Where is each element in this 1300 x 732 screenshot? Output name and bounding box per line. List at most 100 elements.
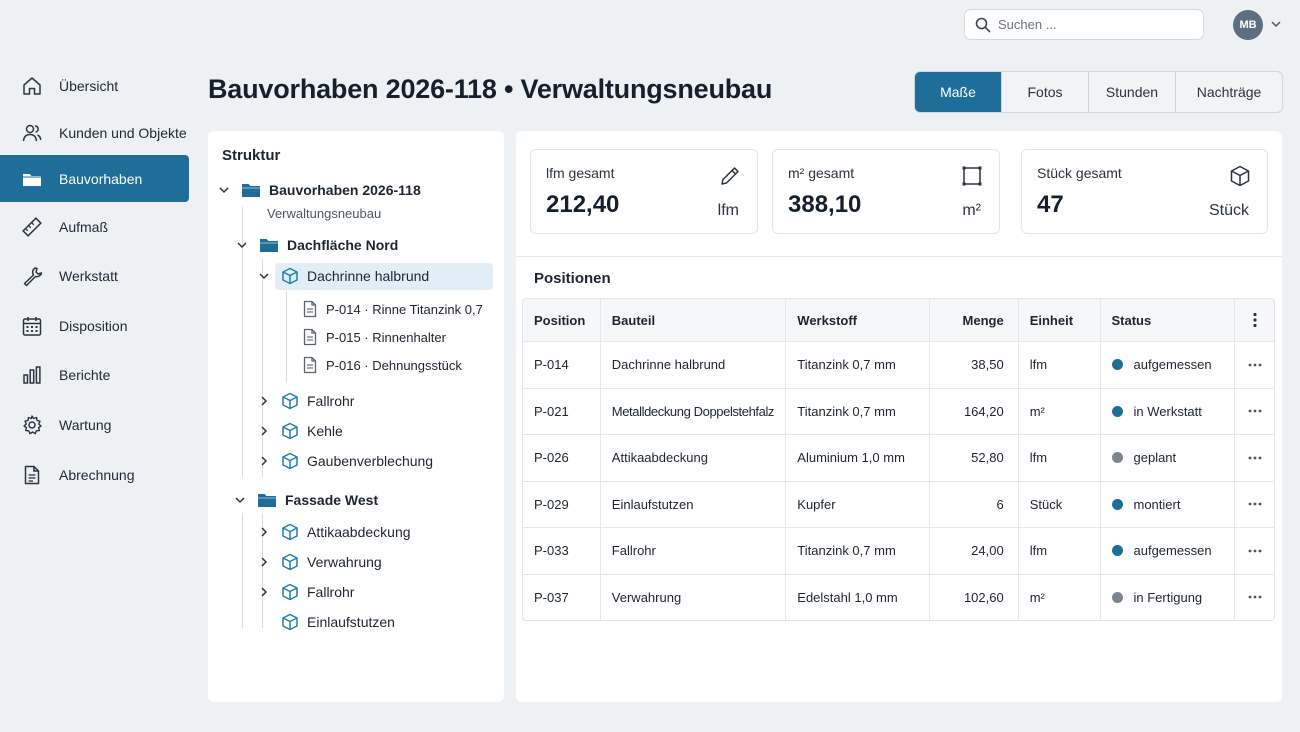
status-cell: montiert bbox=[1099, 481, 1235, 527]
einheit-cell-text: Stück bbox=[1029, 496, 1063, 512]
stat-card-lfm: lfm gesamt 212,40 lfm bbox=[530, 149, 758, 234]
sidebar-item-werkstatt[interactable]: Werkstatt bbox=[0, 252, 189, 299]
row-actions-button[interactable] bbox=[1234, 481, 1274, 527]
cube-icon bbox=[281, 523, 299, 541]
ruler-icon bbox=[21, 216, 43, 238]
chevron-right-icon[interactable] bbox=[257, 586, 271, 598]
table-row[interactable]: P-014 Dachrinne halbrund Titanzink 0,7 mm 3… bbox=[523, 341, 1274, 388]
tree-guide bbox=[242, 207, 243, 477]
row-actions-button[interactable] bbox=[1234, 528, 1274, 574]
area-square-icon bbox=[960, 164, 984, 191]
column-header[interactable]: Position bbox=[534, 312, 586, 328]
chevron-right-icon[interactable] bbox=[257, 395, 271, 407]
bauteil-cell: Einlaufstutzen bbox=[599, 481, 785, 527]
position-cell: P-033 bbox=[523, 528, 600, 574]
werkstoff-cell-text: Titanzink 0,7 mm bbox=[797, 357, 896, 373]
bauteil-cell: Fallrohr bbox=[599, 528, 785, 574]
status-dot bbox=[1111, 591, 1123, 603]
row-actions-button[interactable] bbox=[1234, 388, 1274, 434]
sidebar-item-disposition[interactable]: Disposition bbox=[0, 302, 189, 349]
status-cell: aufgemessen bbox=[1099, 528, 1235, 574]
tree-node-label: Einlaufstutzen bbox=[307, 614, 395, 630]
page-title: Bauvorhaben 2026-118 • Verwaltungsneubau bbox=[208, 74, 773, 104]
search-input[interactable] bbox=[998, 17, 1188, 32]
chevron-right-icon[interactable] bbox=[257, 556, 271, 568]
sidebar-item-label: Berichte bbox=[59, 366, 111, 383]
sidebar-item-label: Disposition bbox=[59, 317, 128, 334]
status-text: geplant bbox=[1133, 450, 1177, 466]
tree-node-verwahrung[interactable]: Verwahrung bbox=[257, 549, 382, 575]
chevron-right-icon[interactable] bbox=[257, 526, 271, 538]
avatar[interactable]: MB bbox=[1233, 10, 1263, 40]
tab-stunden[interactable]: Stunden bbox=[1088, 72, 1175, 112]
werkstoff-cell-text: Kupfer bbox=[797, 496, 836, 512]
tree-node-kehle[interactable]: Kehle bbox=[257, 418, 343, 444]
tree-node-dachflaeche-nord[interactable]: Dachfläche Nord bbox=[235, 232, 398, 258]
column-header[interactable]: Einheit bbox=[1017, 299, 1100, 341]
einheit-cell-text: lfm bbox=[1029, 543, 1048, 559]
top-bar: MB bbox=[0, 0, 1300, 48]
stat-label: lfm gesamt bbox=[546, 165, 615, 181]
werkstoff-cell-text: Edelstahl 1,0 mm bbox=[797, 589, 898, 605]
sidebar-item-wartung[interactable]: Wartung bbox=[0, 401, 189, 448]
cube-icon bbox=[281, 452, 299, 470]
sidebar-item-abrechnung[interactable]: Abrechnung bbox=[0, 451, 189, 498]
chevron-right-icon[interactable] bbox=[257, 425, 271, 437]
tab-fotos[interactable]: Fotos bbox=[1001, 72, 1088, 112]
sidebar-item-kunden[interactable]: Kunden und Objekte bbox=[0, 109, 189, 156]
chevron-down-icon[interactable] bbox=[217, 185, 231, 195]
tree-node-attikaabdeckung[interactable]: Attikaabdeckung bbox=[257, 519, 411, 545]
tree-node-dachrinne[interactable]: Dachrinne halbrund bbox=[257, 263, 429, 289]
tree-node-root[interactable]: Bauvorhaben 2026-118 bbox=[217, 177, 421, 203]
einheit-cell: Stück bbox=[1017, 481, 1100, 527]
column-menu-button[interactable] bbox=[1234, 299, 1274, 341]
stat-unit: lfm bbox=[717, 202, 739, 219]
tree-node-label: Gaubenverblechung bbox=[307, 453, 434, 469]
chevron-down-icon[interactable] bbox=[235, 240, 249, 250]
row-actions-button[interactable] bbox=[1234, 342, 1274, 388]
sidebar-item-uebersicht[interactable]: Übersicht bbox=[0, 62, 189, 109]
einheit-cell: lfm bbox=[1017, 435, 1100, 481]
tree-leaf-p015[interactable]: P-015 · Rinnenhalter bbox=[302, 324, 446, 350]
position-cell-text: P-033 bbox=[534, 543, 569, 559]
tree-node-gaubenverblechung[interactable]: Gaubenverblechung bbox=[257, 448, 433, 474]
pencil-icon bbox=[718, 164, 742, 191]
table-row[interactable]: P-037 Verwahrung Edelstahl 1,0 mm 102,60 m² i… bbox=[523, 573, 1274, 620]
sidebar-item-bauvorhaben[interactable]: Bauvorhaben bbox=[0, 155, 189, 202]
tree-leaf-p014[interactable]: P-014 · Rinne Titanzink 0,7 bbox=[302, 296, 483, 322]
sidebar-item-label: Kunden und Objekte bbox=[59, 124, 187, 141]
search-box[interactable] bbox=[964, 9, 1204, 40]
table-row[interactable]: P-033 Fallrohr Titanzink 0,7 mm 24,00 lfm auf… bbox=[523, 527, 1274, 574]
wrench-icon bbox=[21, 265, 43, 287]
chevron-down-icon[interactable] bbox=[257, 271, 271, 281]
sidebar-item-berichte[interactable]: Berichte bbox=[0, 351, 189, 398]
tab-masse[interactable]: Maße bbox=[915, 72, 1001, 112]
column-header[interactable]: Status bbox=[1099, 299, 1235, 341]
column-header[interactable]: Werkstoff bbox=[785, 299, 929, 341]
column-header[interactable]: Menge bbox=[928, 299, 1018, 341]
sidebar-item-aufmass[interactable]: Aufmaß bbox=[0, 203, 189, 250]
werkstoff-cell: Aluminium 1,0 mm bbox=[785, 435, 929, 481]
table-row[interactable]: P-026 Attikaabdeckung Aluminium 1,0 mm 52,8… bbox=[523, 434, 1274, 481]
tree-node-subtitle: Verwaltungsneubau bbox=[267, 206, 382, 221]
chevron-down-icon[interactable] bbox=[233, 495, 247, 505]
tree-node-fallrohr[interactable]: Fallrohr bbox=[257, 388, 354, 414]
table-row[interactable]: P-021 Metalldeckung Doppelstehfalz Titanzi… bbox=[523, 387, 1274, 434]
tree-node-label: Fallrohr bbox=[307, 584, 355, 600]
structure-panel: Struktur Bauvorhaben 2026-118 Verwaltung… bbox=[208, 131, 504, 702]
table-row[interactable]: P-029 Einlaufstutzen Kupfer 6 Stück montiert bbox=[523, 480, 1274, 527]
werkstoff-cell-text: Titanzink 0,7 mm bbox=[797, 403, 896, 419]
position-cell-text: P-021 bbox=[534, 403, 569, 419]
einheit-cell-text: m² bbox=[1029, 403, 1045, 419]
tree-node-fassade-west[interactable]: Fassade West bbox=[233, 487, 378, 513]
chevron-down-icon[interactable] bbox=[1270, 19, 1282, 29]
sidebar-item-label: Aufmaß bbox=[59, 218, 109, 235]
row-actions-button[interactable] bbox=[1234, 574, 1274, 620]
tab-nachtraege[interactable]: Nachträge bbox=[1175, 72, 1282, 112]
tree-leaf-p016[interactable]: P-016 · Dehnungsstück bbox=[302, 352, 462, 378]
chevron-right-icon[interactable] bbox=[257, 455, 271, 467]
column-header[interactable]: Bauteil bbox=[599, 299, 785, 341]
tree-node-fallrohr-west[interactable]: Fallrohr bbox=[257, 579, 354, 605]
row-actions-button[interactable] bbox=[1234, 435, 1274, 481]
tree-node-einlaufstutzen[interactable]: Einlaufstutzen bbox=[257, 609, 395, 635]
